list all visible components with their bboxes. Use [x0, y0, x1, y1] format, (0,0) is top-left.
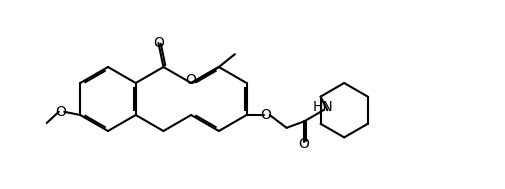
Text: O: O: [185, 74, 196, 88]
Text: O: O: [153, 36, 164, 50]
Text: HN: HN: [313, 100, 333, 114]
Text: O: O: [260, 108, 271, 122]
Text: O: O: [55, 105, 66, 119]
Text: O: O: [298, 137, 309, 151]
